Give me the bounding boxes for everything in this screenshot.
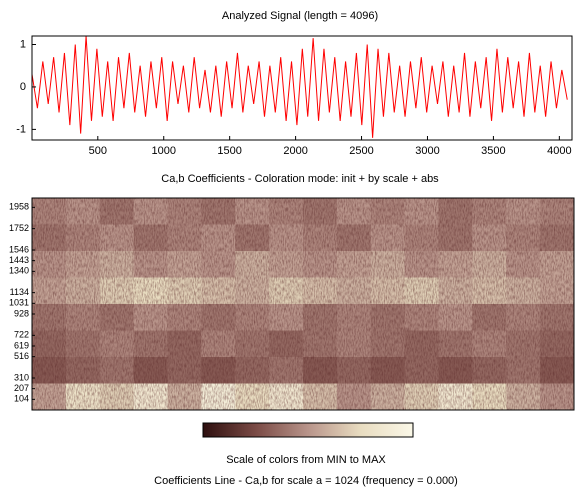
- x-tick-label: 2000: [283, 145, 307, 157]
- x-tick-label: 1000: [151, 145, 175, 157]
- y-tick-label: 0: [20, 81, 26, 93]
- y-tick-label: 104: [14, 394, 29, 404]
- signal-line: [31, 35, 568, 138]
- axes-frame: [31, 35, 573, 141]
- signal-title: Analyzed Signal (length = 4096): [222, 10, 378, 22]
- y-tick-label: 310: [14, 372, 29, 382]
- colorbar: [202, 422, 414, 438]
- axes-frame: [31, 197, 575, 411]
- y-tick-label: 1340: [9, 266, 29, 276]
- x-tick-label: 3000: [415, 145, 439, 157]
- scalogram-title: Ca,b Coefficients - Coloration mode: ini…: [161, 173, 439, 185]
- x-tick-label: 4000: [547, 145, 571, 157]
- y-tick-label: 1443: [9, 255, 29, 265]
- x-tick-label: 3500: [481, 145, 505, 157]
- heatmap-texture: [32, 198, 574, 410]
- y-tick-label: 722: [14, 330, 29, 340]
- y-tick-label: 516: [14, 351, 29, 361]
- y-tick-label: 1752: [9, 223, 29, 233]
- x-tick-label: 2500: [349, 145, 373, 157]
- y-tick-label: -1: [16, 123, 26, 135]
- y-tick-label: 1134: [10, 287, 29, 297]
- coefficient-line-title: Coefficients Line - Ca,b for scale a = 1…: [154, 475, 458, 487]
- y-tick-label: 619: [14, 340, 29, 350]
- x-tick-label: 500: [89, 145, 107, 157]
- y-tick-label: 1031: [9, 298, 29, 308]
- y-tick-label: 1958: [9, 202, 29, 212]
- colorbar-label: Scale of colors from MIN to MAX: [226, 454, 386, 466]
- y-tick-label: 1: [20, 38, 26, 50]
- y-tick-label: 207: [14, 383, 29, 393]
- y-tick-label: 928: [14, 308, 29, 318]
- x-tick-label: 1500: [217, 145, 241, 157]
- y-tick-label: 1546: [9, 244, 29, 254]
